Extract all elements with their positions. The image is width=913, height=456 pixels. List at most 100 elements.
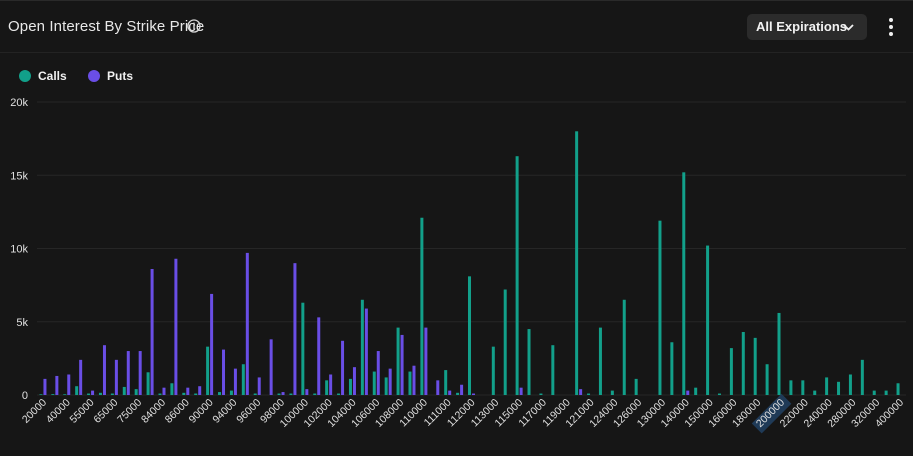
bar-calls — [658, 220, 662, 395]
bar-calls — [729, 348, 733, 395]
bar-puts — [162, 387, 166, 395]
bar-puts — [257, 377, 261, 395]
x-tick-label: 86000 — [163, 397, 192, 426]
bar-calls — [848, 374, 852, 395]
bar-calls — [241, 364, 245, 395]
bar-calls — [51, 394, 55, 395]
bar-puts — [317, 317, 321, 395]
bar-calls — [87, 393, 91, 395]
bar-calls — [63, 394, 67, 395]
bar-puts — [174, 258, 178, 395]
bar-calls — [289, 393, 293, 395]
x-tick-label: 94000 — [210, 397, 239, 426]
bar-calls — [717, 393, 721, 395]
bar-puts — [126, 351, 130, 395]
bar-calls — [337, 393, 341, 395]
bar-calls — [158, 393, 162, 395]
bar-calls — [491, 346, 495, 395]
more-vertical-icon[interactable] — [883, 16, 899, 38]
bar-calls — [348, 378, 352, 395]
bar-calls — [75, 386, 79, 395]
bar-calls — [503, 289, 507, 395]
bar-calls — [408, 371, 412, 395]
bar-calls — [444, 370, 448, 395]
bar-calls — [396, 327, 400, 395]
bar-calls — [741, 332, 745, 395]
bar-calls — [634, 378, 638, 395]
x-tick-label: 90000 — [187, 397, 216, 426]
bar-puts — [376, 351, 380, 395]
bar-calls — [587, 393, 591, 395]
bar-puts — [43, 378, 47, 395]
bar-calls — [218, 392, 222, 395]
bar-puts — [67, 374, 71, 395]
bar-calls — [98, 392, 102, 395]
bar-puts — [222, 349, 226, 395]
x-tick-label: 40000 — [44, 397, 73, 426]
bar-puts — [233, 368, 237, 395]
selected-tick-highlight — [751, 393, 792, 434]
bar-puts — [448, 390, 452, 395]
bar-puts — [388, 368, 392, 395]
bar-calls — [325, 380, 329, 395]
legend-label-puts: Puts — [107, 69, 134, 83]
x-tick-label: 65000 — [91, 397, 120, 426]
bar-puts — [472, 393, 475, 395]
y-tick-label: 5k — [16, 317, 28, 329]
bar-puts — [102, 345, 106, 395]
bar-calls — [229, 390, 233, 395]
bar-puts — [329, 374, 333, 395]
bar-calls — [622, 299, 626, 395]
bar-calls — [134, 389, 138, 395]
bar-puts — [79, 359, 83, 395]
bar-calls — [468, 276, 471, 395]
bar-calls — [551, 345, 555, 395]
bar-puts — [210, 293, 214, 395]
bar-puts — [55, 375, 59, 395]
bar-calls — [789, 380, 793, 395]
bar-puts — [424, 327, 428, 395]
bar-calls — [801, 380, 805, 395]
bar-calls — [694, 387, 698, 395]
bar-puts — [341, 340, 345, 395]
bar-calls — [682, 172, 686, 395]
bar-calls — [837, 381, 841, 395]
bar-calls — [825, 377, 829, 395]
bar-puts — [138, 351, 142, 395]
y-tick-label: 10k — [10, 244, 28, 256]
chevron-down-icon — [843, 24, 854, 31]
bar-puts — [91, 390, 95, 395]
x-tick-label: 84000 — [139, 397, 168, 426]
x-tick-label: 55000 — [68, 397, 97, 426]
bar-puts — [245, 252, 249, 395]
expirations-label: All Expirations — [756, 19, 848, 34]
bar-calls — [384, 377, 388, 395]
bar-puts — [150, 269, 154, 395]
bar-puts — [519, 387, 523, 395]
legend-dot-puts — [88, 70, 100, 82]
bar-calls — [527, 329, 531, 395]
expirations-dropdown[interactable]: All Expirations — [747, 14, 867, 40]
legend-label-calls: Calls — [38, 69, 67, 83]
bar-calls — [765, 364, 769, 395]
bar-calls — [515, 156, 519, 395]
chart-title: Open Interest By Strike Price — [8, 18, 205, 35]
y-tick-label: 20k — [10, 97, 28, 109]
bar-calls — [456, 392, 460, 395]
bar-calls — [206, 346, 210, 395]
bar-calls — [575, 131, 579, 396]
bar-puts — [281, 392, 285, 395]
bar-calls — [610, 390, 614, 395]
info-circle-icon[interactable] — [187, 19, 201, 33]
bar-puts — [460, 384, 464, 395]
bar-puts — [293, 263, 297, 395]
bar-calls — [122, 386, 126, 395]
bar-calls — [253, 393, 257, 395]
bar-puts — [305, 389, 309, 395]
bar-puts — [352, 367, 356, 395]
bar-calls — [777, 312, 781, 395]
bar-calls — [277, 393, 281, 395]
bar-puts — [114, 359, 118, 395]
bar-calls — [670, 342, 674, 395]
